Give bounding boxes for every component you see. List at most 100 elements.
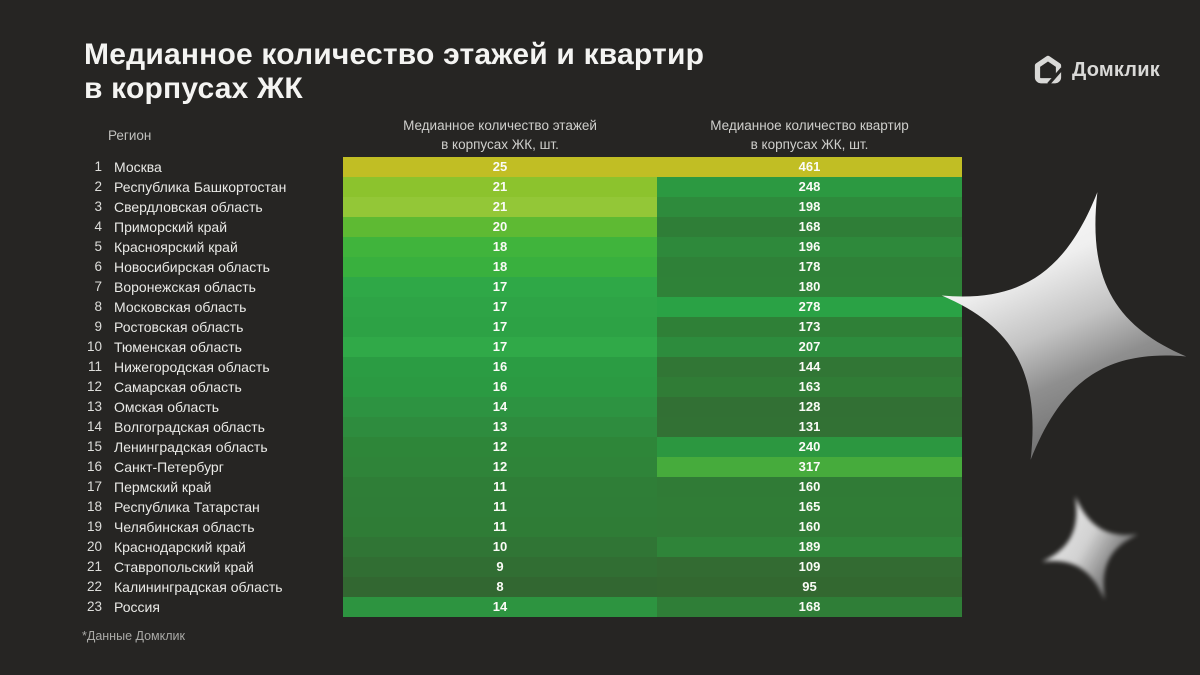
region-label: Челябинская область xyxy=(114,519,255,535)
table-row: 3 Свердловская область 21 198 xyxy=(0,197,1200,217)
apartments-cell: 461 xyxy=(657,157,962,177)
floors-cell: 18 xyxy=(343,257,657,277)
floors-cell: 11 xyxy=(343,517,657,537)
table-row: 1 Москва 25 461 xyxy=(0,157,1200,177)
rank-label: 8 xyxy=(94,299,102,314)
table-row: 4 Приморский край 20 168 xyxy=(0,217,1200,237)
rank-label: 16 xyxy=(86,459,102,474)
table-row: 5 Красноярский край 18 196 xyxy=(0,237,1200,257)
table-row: 2 Республика Башкортостан 21 248 xyxy=(0,177,1200,197)
region-label: Ставропольский край xyxy=(114,559,254,575)
region-label: Калининградская область xyxy=(114,579,283,595)
rank-label: 20 xyxy=(86,539,102,554)
apartments-cell: 178 xyxy=(657,257,962,277)
floors-cell: 21 xyxy=(343,197,657,217)
region-label: Воронежская область xyxy=(114,279,256,295)
floors-cell: 16 xyxy=(343,357,657,377)
rank-label: 13 xyxy=(86,399,102,414)
region-label: Тюменская область xyxy=(114,339,242,355)
floors-cell: 14 xyxy=(343,397,657,417)
region-label: Республика Татарстан xyxy=(114,499,260,515)
region-label: Московская область xyxy=(114,299,247,315)
apartments-cell: 168 xyxy=(657,597,962,617)
rank-label: 6 xyxy=(94,259,102,274)
table-row: 22 Калининградская область 8 95 xyxy=(0,577,1200,597)
floors-cell: 8 xyxy=(343,577,657,597)
floors-cell: 12 xyxy=(343,457,657,477)
table-row: 11 Нижегородская область 16 144 xyxy=(0,357,1200,377)
apartments-cell: 168 xyxy=(657,217,962,237)
data-source-footnote: *Данные Домклик xyxy=(82,629,186,643)
heatmap-table-rows: 1 Москва 25 461 2 Республика Башкортостан 21 24… xyxy=(0,157,1200,617)
apartments-cell: 196 xyxy=(657,237,962,257)
floors-cell: 18 xyxy=(343,237,657,257)
rank-label: 11 xyxy=(87,359,102,374)
region-label: Омская область xyxy=(114,399,220,415)
floors-cell: 25 xyxy=(343,157,657,177)
floors-cell: 21 xyxy=(343,177,657,197)
rank-label: 4 xyxy=(94,219,102,234)
rank-label: 5 xyxy=(94,239,102,254)
table-row: 14 Волгоградская область 13 131 xyxy=(0,417,1200,437)
apartments-cell: 95 xyxy=(657,577,962,597)
apartments-cell: 173 xyxy=(657,317,962,337)
table-row: 15 Ленинградская область 12 240 xyxy=(0,437,1200,457)
page-title-line1: Медианное количество этажей и квартир xyxy=(84,38,705,71)
rank-label: 19 xyxy=(86,519,102,534)
apartments-cell: 131 xyxy=(657,417,962,437)
table-row: 17 Пермский край 11 160 xyxy=(0,477,1200,497)
table-row: 10 Тюменская область 17 207 xyxy=(0,337,1200,357)
floors-cell: 12 xyxy=(343,437,657,457)
column-header-region: Регион xyxy=(108,128,152,143)
rank-label: 10 xyxy=(86,339,102,354)
rank-label: 3 xyxy=(94,199,102,214)
rank-label: 7 xyxy=(94,279,102,294)
table-row: 6 Новосибирская область 18 178 xyxy=(0,257,1200,277)
floors-cell: 9 xyxy=(343,557,657,577)
rank-label: 15 xyxy=(86,439,102,454)
region-label: Пермский край xyxy=(114,479,212,495)
rank-label: 2 xyxy=(94,179,102,194)
region-label: Приморский край xyxy=(114,219,228,235)
region-label: Новосибирская область xyxy=(114,259,270,275)
domklik-logo-text: Домклик xyxy=(1072,58,1160,81)
rank-label: 17 xyxy=(86,479,102,494)
apartments-cell: 165 xyxy=(657,497,962,517)
region-label: Свердловская область xyxy=(114,199,263,215)
apartments-cell: 160 xyxy=(657,517,962,537)
rank-label: 18 xyxy=(86,499,102,514)
page-title-line2: в корпусах ЖК xyxy=(84,72,303,105)
region-label: Россия xyxy=(114,599,160,615)
apartments-cell: 163 xyxy=(657,377,962,397)
rank-label: 9 xyxy=(94,319,102,334)
table-row: 19 Челябинская область 11 160 xyxy=(0,517,1200,537)
apartments-cell: 240 xyxy=(657,437,962,457)
region-label: Нижегородская область xyxy=(114,359,270,375)
region-label: Санкт-Петербург xyxy=(114,459,224,475)
table-row: 9 Ростовская область 17 173 xyxy=(0,317,1200,337)
floors-cell: 11 xyxy=(343,497,657,517)
apartments-cell: 248 xyxy=(657,177,962,197)
floors-cell: 10 xyxy=(343,537,657,557)
apartments-cell: 317 xyxy=(657,457,962,477)
table-row: 18 Республика Татарстан 11 165 xyxy=(0,497,1200,517)
region-label: Краснодарский край xyxy=(114,539,246,555)
rank-label: 22 xyxy=(86,579,102,594)
apartments-cell: 160 xyxy=(657,477,962,497)
region-label: Самарская область xyxy=(114,379,242,395)
domklik-logo: Домклик xyxy=(1033,55,1160,85)
apartments-cell: 180 xyxy=(657,277,962,297)
table-row: 12 Самарская область 16 163 xyxy=(0,377,1200,397)
region-label: Красноярский край xyxy=(114,239,238,255)
region-label: Москва xyxy=(114,159,162,175)
region-label: Ростовская область xyxy=(114,319,244,335)
floors-cell: 13 xyxy=(343,417,657,437)
table-row: 8 Московская область 17 278 xyxy=(0,297,1200,317)
rank-label: 1 xyxy=(94,159,102,174)
table-row: 7 Воронежская область 17 180 xyxy=(0,277,1200,297)
rank-label: 12 xyxy=(86,379,102,394)
page-title: Медианное количество этажей и квартир в к… xyxy=(84,38,704,106)
floors-cell: 17 xyxy=(343,277,657,297)
apartments-cell: 198 xyxy=(657,197,962,217)
floors-cell: 17 xyxy=(343,297,657,317)
